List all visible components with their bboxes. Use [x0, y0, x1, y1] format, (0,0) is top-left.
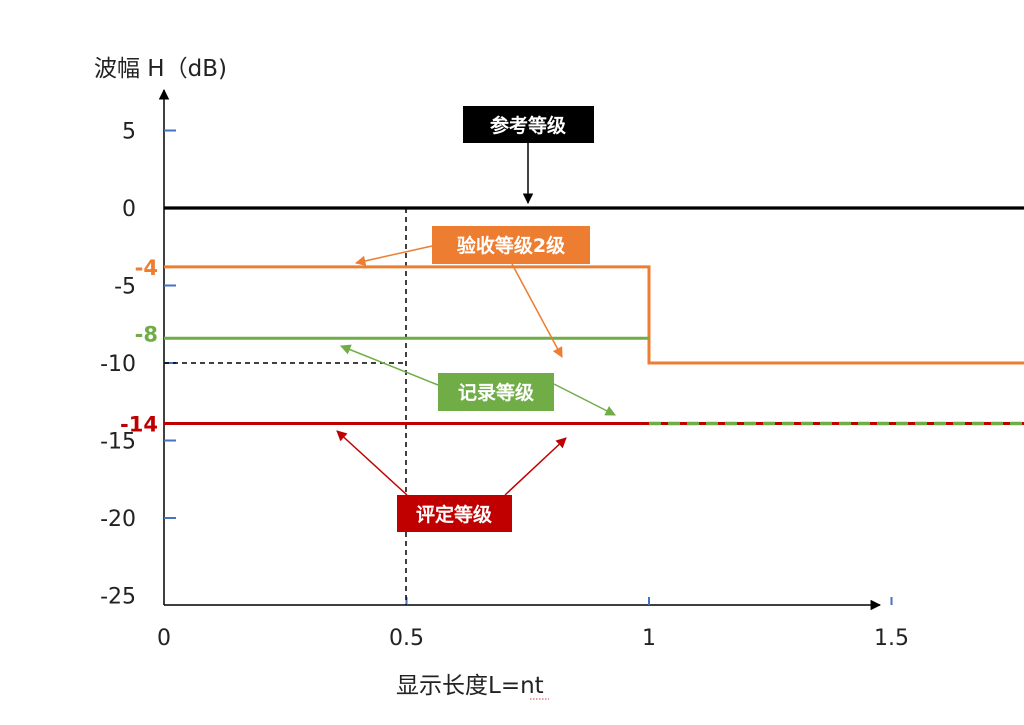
callout-acceptance-arrow-right [511, 263, 563, 358]
callout-reference-box [463, 106, 594, 143]
callout-acceptance-box [432, 226, 590, 264]
y-axis-title: 波幅 H（dB) [94, 56, 227, 82]
callout-acceptance-arrow-left [354, 245, 433, 267]
y-tick-label: 5 [122, 120, 136, 145]
callout-acceptance-text: 验收等级2级 [457, 234, 565, 257]
callout-record-arrow-left [340, 344, 439, 386]
callout-evaluation-arrow-left [336, 430, 408, 496]
callout-evaluation-text: 评定等级 [416, 503, 492, 526]
series-line [164, 265, 1024, 365]
callout-reference-text: 参考等级 [490, 114, 566, 137]
callout-record-text: 记录等级 [458, 381, 534, 404]
y-tick-label: 0 [122, 197, 136, 222]
callout-record-box [438, 373, 554, 411]
callout-evaluation-arrow-right [504, 437, 567, 496]
x-tick-label: 1.5 [874, 626, 909, 651]
level-label: -8 [135, 323, 158, 347]
callout-evaluation-box [397, 495, 512, 532]
y-tick-label: -20 [100, 507, 136, 532]
x-tick-label: 1 [642, 626, 656, 651]
y-tick-label: -15 [100, 430, 136, 455]
axis-ticks [164, 129, 893, 605]
y-tick-label: -25 [100, 585, 136, 610]
y-tick-label: -10 [100, 352, 136, 377]
x-tick-label: 0 [157, 626, 171, 651]
axis-tick-labels: 00.511.522.550-5-10-15-20-25 [100, 120, 909, 652]
y-tick-label: -5 [114, 275, 136, 300]
x-tick-label: 0.5 [389, 626, 424, 651]
series-layer [164, 206, 1024, 426]
level-label: -14 [120, 412, 158, 436]
callout-record-arrow-right [553, 383, 616, 416]
x-axis-title: 显示长度L=nt [396, 673, 544, 699]
level-labels: -4 -8 -14 [120, 256, 158, 437]
level-label: -4 [135, 256, 158, 280]
